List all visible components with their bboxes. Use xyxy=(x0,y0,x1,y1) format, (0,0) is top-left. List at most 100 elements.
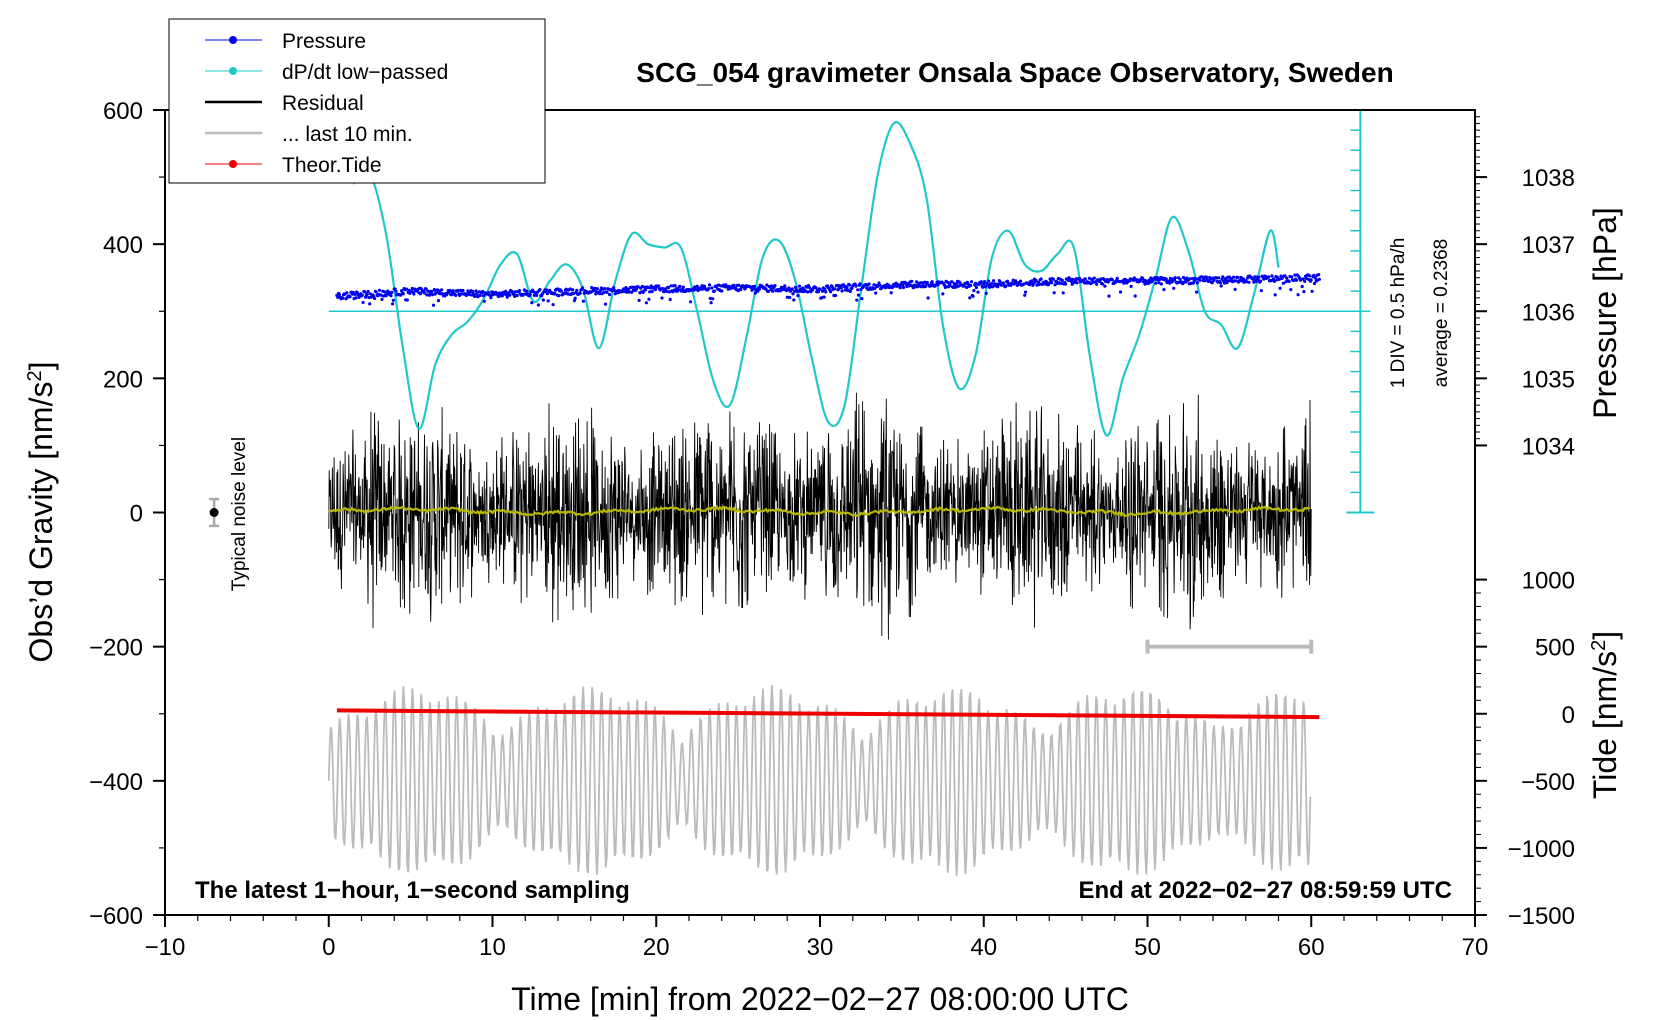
pressure-dot xyxy=(1155,276,1159,280)
tide-tick-label: −1000 xyxy=(1508,836,1575,863)
pressure-dot xyxy=(354,296,358,300)
pressure-dot xyxy=(368,302,372,306)
legend-swatch-dot xyxy=(229,67,237,75)
pressure-dot xyxy=(431,303,436,307)
legend-label: dP/dt low−passed xyxy=(282,61,448,84)
pressure-dot xyxy=(996,285,1000,289)
pressure-dot xyxy=(389,294,393,298)
pressure-dot xyxy=(448,288,452,293)
pressure-dot xyxy=(889,291,893,295)
pressure-dot xyxy=(644,301,649,305)
pressure-dot xyxy=(374,290,378,294)
pressure-dot xyxy=(431,293,435,297)
pressure-dot xyxy=(1252,280,1256,284)
pressure-dot xyxy=(419,287,423,291)
pressure-dot xyxy=(925,280,929,285)
pressure-dot xyxy=(796,294,800,298)
pressure-dot xyxy=(824,290,828,294)
pressure-dot xyxy=(1256,278,1260,282)
pressure-dot xyxy=(979,280,983,284)
pressure-dot xyxy=(390,290,394,294)
pressure-dot xyxy=(1278,286,1282,290)
pressure-dot xyxy=(797,284,802,288)
pressure-dot xyxy=(513,290,518,294)
pressure-tick-label: 1034 xyxy=(1522,433,1575,460)
pressure-dot xyxy=(1309,278,1313,282)
pressure-dot xyxy=(440,288,444,292)
pressure-dot xyxy=(538,288,542,292)
x-tick-label: 40 xyxy=(970,934,997,961)
pressure-dot xyxy=(640,284,644,289)
pressure-dot xyxy=(900,280,904,285)
pressure-dot xyxy=(1296,293,1300,297)
pressure-dot xyxy=(712,289,717,293)
pressure-dot xyxy=(367,295,371,300)
pressure-dot xyxy=(839,286,843,290)
pressure-dot xyxy=(603,302,608,306)
pressure-dot xyxy=(981,285,985,289)
pressure-dot xyxy=(856,293,861,297)
tide-tick-label: 1000 xyxy=(1522,568,1575,595)
pressure-dot xyxy=(1262,277,1266,281)
pressure-dot xyxy=(572,292,576,296)
pressure-dot xyxy=(1149,276,1153,280)
pressure-dot xyxy=(1099,277,1103,281)
pressure-dot xyxy=(982,282,986,286)
pressure-dot xyxy=(668,297,672,302)
pressure-dot xyxy=(665,289,669,293)
pressure-dot xyxy=(373,296,377,301)
pressure-dot xyxy=(872,283,876,287)
pressure-dot xyxy=(1030,279,1034,283)
pressure-dot xyxy=(478,293,482,298)
pressure-dot xyxy=(647,297,651,301)
pressure-dot xyxy=(910,279,914,283)
pressure-dot xyxy=(1178,277,1182,281)
x-tick-label: 50 xyxy=(1134,934,1161,961)
pressure-dot xyxy=(955,282,959,286)
noise-dot xyxy=(209,508,219,517)
pressure-dot xyxy=(834,293,838,298)
residual-trace xyxy=(328,392,1312,640)
pressure-dot xyxy=(1313,276,1317,280)
pressure-dot xyxy=(473,294,477,298)
pressure-dot xyxy=(791,292,795,296)
pressure-dot xyxy=(971,294,975,298)
pressure-dot xyxy=(1259,289,1263,293)
pressure-dot xyxy=(581,286,585,290)
pressure-dot xyxy=(563,292,567,296)
pressure-dot xyxy=(1060,278,1064,282)
pressure-dot xyxy=(1238,279,1242,283)
pressure-dot xyxy=(765,283,769,287)
pressure-dot xyxy=(956,284,961,288)
residual-lowpass-trace xyxy=(328,504,1311,518)
pressure-dot xyxy=(1300,284,1304,289)
pressure-dot xyxy=(459,292,463,296)
pressure-dot xyxy=(854,284,858,288)
pressure-dot xyxy=(987,279,991,283)
pressure-dot xyxy=(595,287,599,291)
pressure-dot xyxy=(830,285,834,289)
pressure-dot xyxy=(612,286,616,290)
pressure-dot xyxy=(1115,276,1119,280)
pressure-dot xyxy=(482,299,486,303)
pressure-dot xyxy=(1162,288,1166,292)
pressure-tick-label: 1037 xyxy=(1522,232,1575,259)
pressure-dot xyxy=(636,285,640,289)
pressure-dot xyxy=(847,283,852,287)
tide-tick-label: 0 xyxy=(1562,702,1575,729)
legend-label: ... last 10 min. xyxy=(282,123,413,146)
pressure-dot xyxy=(360,293,364,297)
pressure-dot xyxy=(1075,281,1079,285)
pressure-dot xyxy=(1110,278,1114,282)
pressure-dot xyxy=(425,293,429,297)
pressure-dot xyxy=(1217,276,1221,280)
pressure-dot xyxy=(666,286,671,290)
pressure-dot xyxy=(1194,277,1198,281)
chart-title: SCG_054 gravimeter Onsala Space Observat… xyxy=(636,57,1393,88)
pressure-dot xyxy=(1071,277,1075,281)
pressure-tick-label: 1035 xyxy=(1522,366,1575,393)
theor-tide-line xyxy=(336,708,1320,720)
pressure-dot xyxy=(1204,275,1208,279)
pressure-dot xyxy=(1267,275,1271,279)
pressure-dot xyxy=(1293,273,1297,277)
